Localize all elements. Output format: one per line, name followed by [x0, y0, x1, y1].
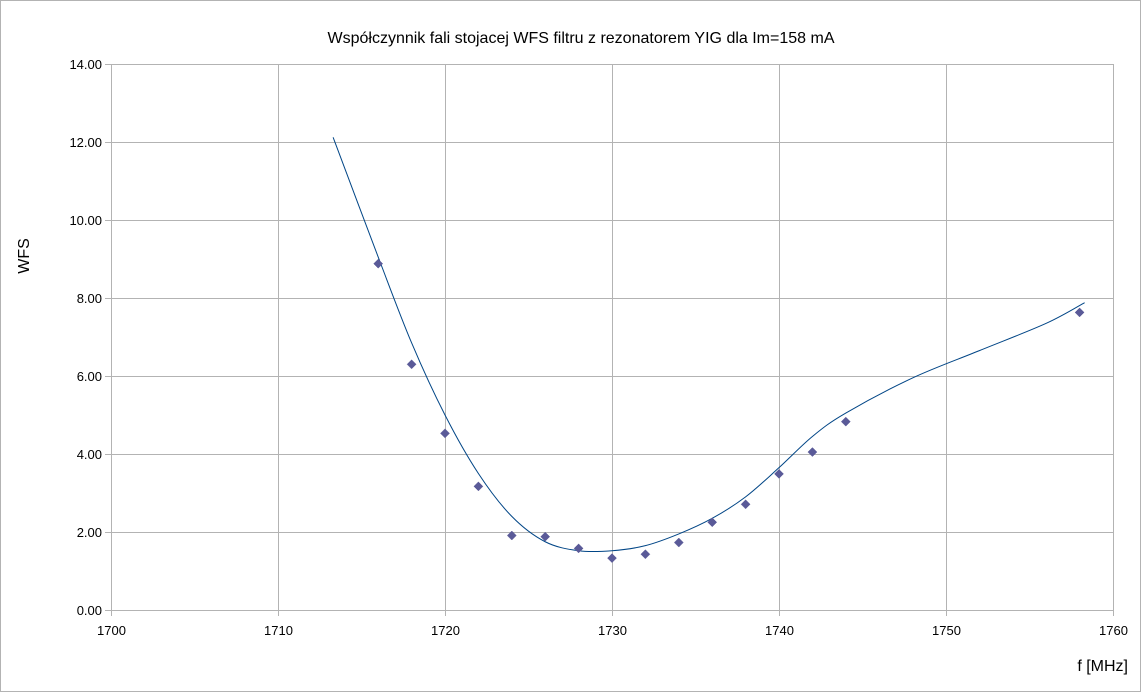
y-tick-label: 8.00: [77, 291, 102, 306]
data-point: [807, 447, 818, 457]
x-axis-title: f [MHz]: [1077, 658, 1128, 675]
data-point: [506, 530, 517, 541]
trend-line: [332, 137, 1085, 553]
x-tick-label: 1760: [1099, 623, 1128, 638]
chart-title: Współczynnik fali stojacej WFS filtru z …: [328, 30, 835, 47]
x-tick-label: 1710: [264, 623, 293, 638]
data-point: [673, 537, 684, 548]
data-point: [640, 549, 651, 560]
data-point: [774, 469, 784, 479]
x-tick-label: 1750: [932, 623, 961, 638]
data-point: [406, 359, 417, 370]
data-point: [373, 258, 384, 269]
y-tick-label: 14.00: [69, 57, 102, 72]
data-point: [840, 416, 851, 427]
y-tick-label: 0.00: [77, 603, 102, 618]
data-point: [740, 499, 751, 510]
data-point: [540, 531, 551, 542]
data-point: [440, 428, 450, 439]
data-point: [707, 517, 718, 528]
x-tick-label: 1730: [598, 623, 627, 638]
y-tick-label: 6.00: [77, 369, 102, 384]
grid: [111, 64, 1114, 611]
y-tick-label: 10.00: [69, 213, 102, 228]
x-tick-label: 1700: [97, 623, 126, 638]
data-point: [573, 543, 584, 554]
data-point: [607, 553, 617, 563]
x-tick-label: 1720: [431, 623, 460, 638]
y-tick-label: 2.00: [77, 525, 102, 540]
data-point: [1074, 307, 1085, 318]
x-axis-ticks: 1700 1710 1720 1730 1740 1750 1760: [97, 610, 1128, 638]
data-points: [373, 258, 1085, 563]
y-axis-title: WFS: [16, 238, 33, 274]
x-tick-label: 1740: [765, 623, 794, 638]
y-axis-ticks: 0.00 2.00 4.00 6.00 8.00 10.00 12.00 14.00: [69, 57, 111, 618]
y-tick-label: 4.00: [77, 447, 102, 462]
y-tick-label: 12.00: [69, 135, 102, 150]
data-point: [473, 481, 484, 492]
